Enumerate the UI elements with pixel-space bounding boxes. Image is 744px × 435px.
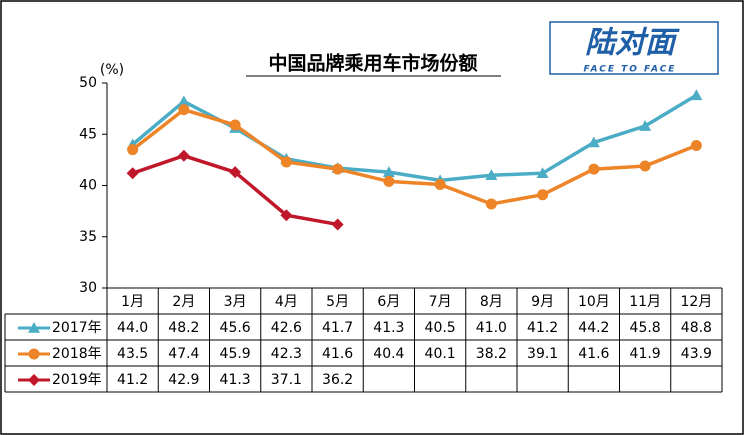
marker [485, 169, 498, 181]
cell: 36.2 [322, 372, 353, 388]
legend-marker [28, 348, 40, 360]
x-tick-label: 4月 [275, 294, 298, 310]
marker [229, 119, 241, 131]
cell: 41.9 [630, 346, 661, 362]
marker [178, 104, 190, 116]
marker [177, 149, 190, 162]
cell: 47.4 [168, 346, 199, 362]
cell: 42.6 [271, 320, 302, 336]
cell: 41.7 [322, 320, 353, 336]
cell: 41.3 [373, 320, 404, 336]
cell: 41.3 [220, 372, 251, 388]
cell: 41.6 [578, 346, 609, 362]
cell: 44.0 [117, 320, 148, 336]
cell: 45.6 [220, 320, 251, 336]
chart-title: 中国品牌乘用车市场份额 [268, 52, 477, 75]
marker [588, 163, 600, 175]
legend-label: 2018年 [52, 346, 102, 362]
marker [280, 156, 292, 168]
cell: 42.9 [168, 372, 199, 388]
marker [383, 175, 395, 187]
x-tick-label: 6月 [377, 294, 400, 310]
marker [280, 209, 293, 222]
marker [485, 198, 497, 210]
x-tick-label: 5月 [326, 294, 349, 310]
cell: 41.2 [117, 372, 148, 388]
marker [331, 218, 344, 231]
logo-box [549, 21, 719, 75]
x-tick-label: 9月 [531, 294, 554, 310]
cell: 42.3 [271, 346, 302, 362]
cell: 48.8 [681, 320, 712, 336]
x-tick-label: 8月 [480, 294, 503, 310]
cell: 48.2 [168, 320, 199, 336]
x-tick-label: 2月 [172, 294, 195, 310]
cell: 41.2 [527, 320, 558, 336]
logo: 陆对面 FACE TO FACE [549, 21, 719, 75]
marker [536, 167, 549, 178]
legend-label: 2017年 [52, 320, 102, 336]
logo-title: 陆对面 [585, 26, 680, 61]
y-tick-label: 40 [79, 178, 97, 194]
logo-subtitle: FACE TO FACE [584, 65, 677, 75]
marker [639, 160, 651, 172]
marker [690, 140, 702, 152]
cell: 38.2 [476, 346, 507, 362]
series-line [131, 107, 698, 206]
cell: 40.4 [373, 346, 404, 362]
legend-label: 2019年 [52, 372, 102, 388]
legend-marker [28, 322, 40, 333]
y-tick-label: 45 [79, 126, 97, 142]
marker [382, 166, 395, 177]
marker [690, 89, 703, 101]
cell: 45.8 [630, 320, 661, 336]
y-tick-label: 50 [79, 75, 97, 91]
marker [229, 166, 242, 179]
y-tick-label: 30 [79, 280, 97, 296]
cell: 39.1 [527, 346, 558, 362]
y-tick-label: 35 [79, 229, 97, 245]
marker [332, 163, 344, 175]
cell: 40.5 [425, 320, 456, 336]
cell: 41.6 [322, 346, 353, 362]
marker [537, 189, 549, 201]
x-tick-label: 7月 [429, 294, 452, 310]
cell: 45.9 [220, 346, 251, 362]
unit-label: (%) [100, 62, 124, 78]
x-tick-label: 12月 [680, 294, 712, 310]
marker [434, 178, 446, 190]
x-tick-label: 1月 [121, 294, 144, 310]
marker [126, 167, 139, 180]
cell: 44.2 [578, 320, 609, 336]
cell: 41.0 [476, 320, 507, 336]
marker [127, 144, 139, 156]
cell: 40.1 [425, 346, 456, 362]
cell: 37.1 [271, 372, 302, 388]
legend-marker [28, 374, 40, 386]
cell: 43.9 [681, 346, 712, 362]
x-tick-label: 11月 [629, 294, 661, 310]
cell: 43.5 [117, 346, 148, 362]
marker [639, 120, 652, 131]
x-tick-label: 10月 [578, 294, 610, 310]
marker [177, 95, 190, 107]
x-tick-label: 3月 [224, 294, 247, 310]
marker [587, 136, 600, 148]
